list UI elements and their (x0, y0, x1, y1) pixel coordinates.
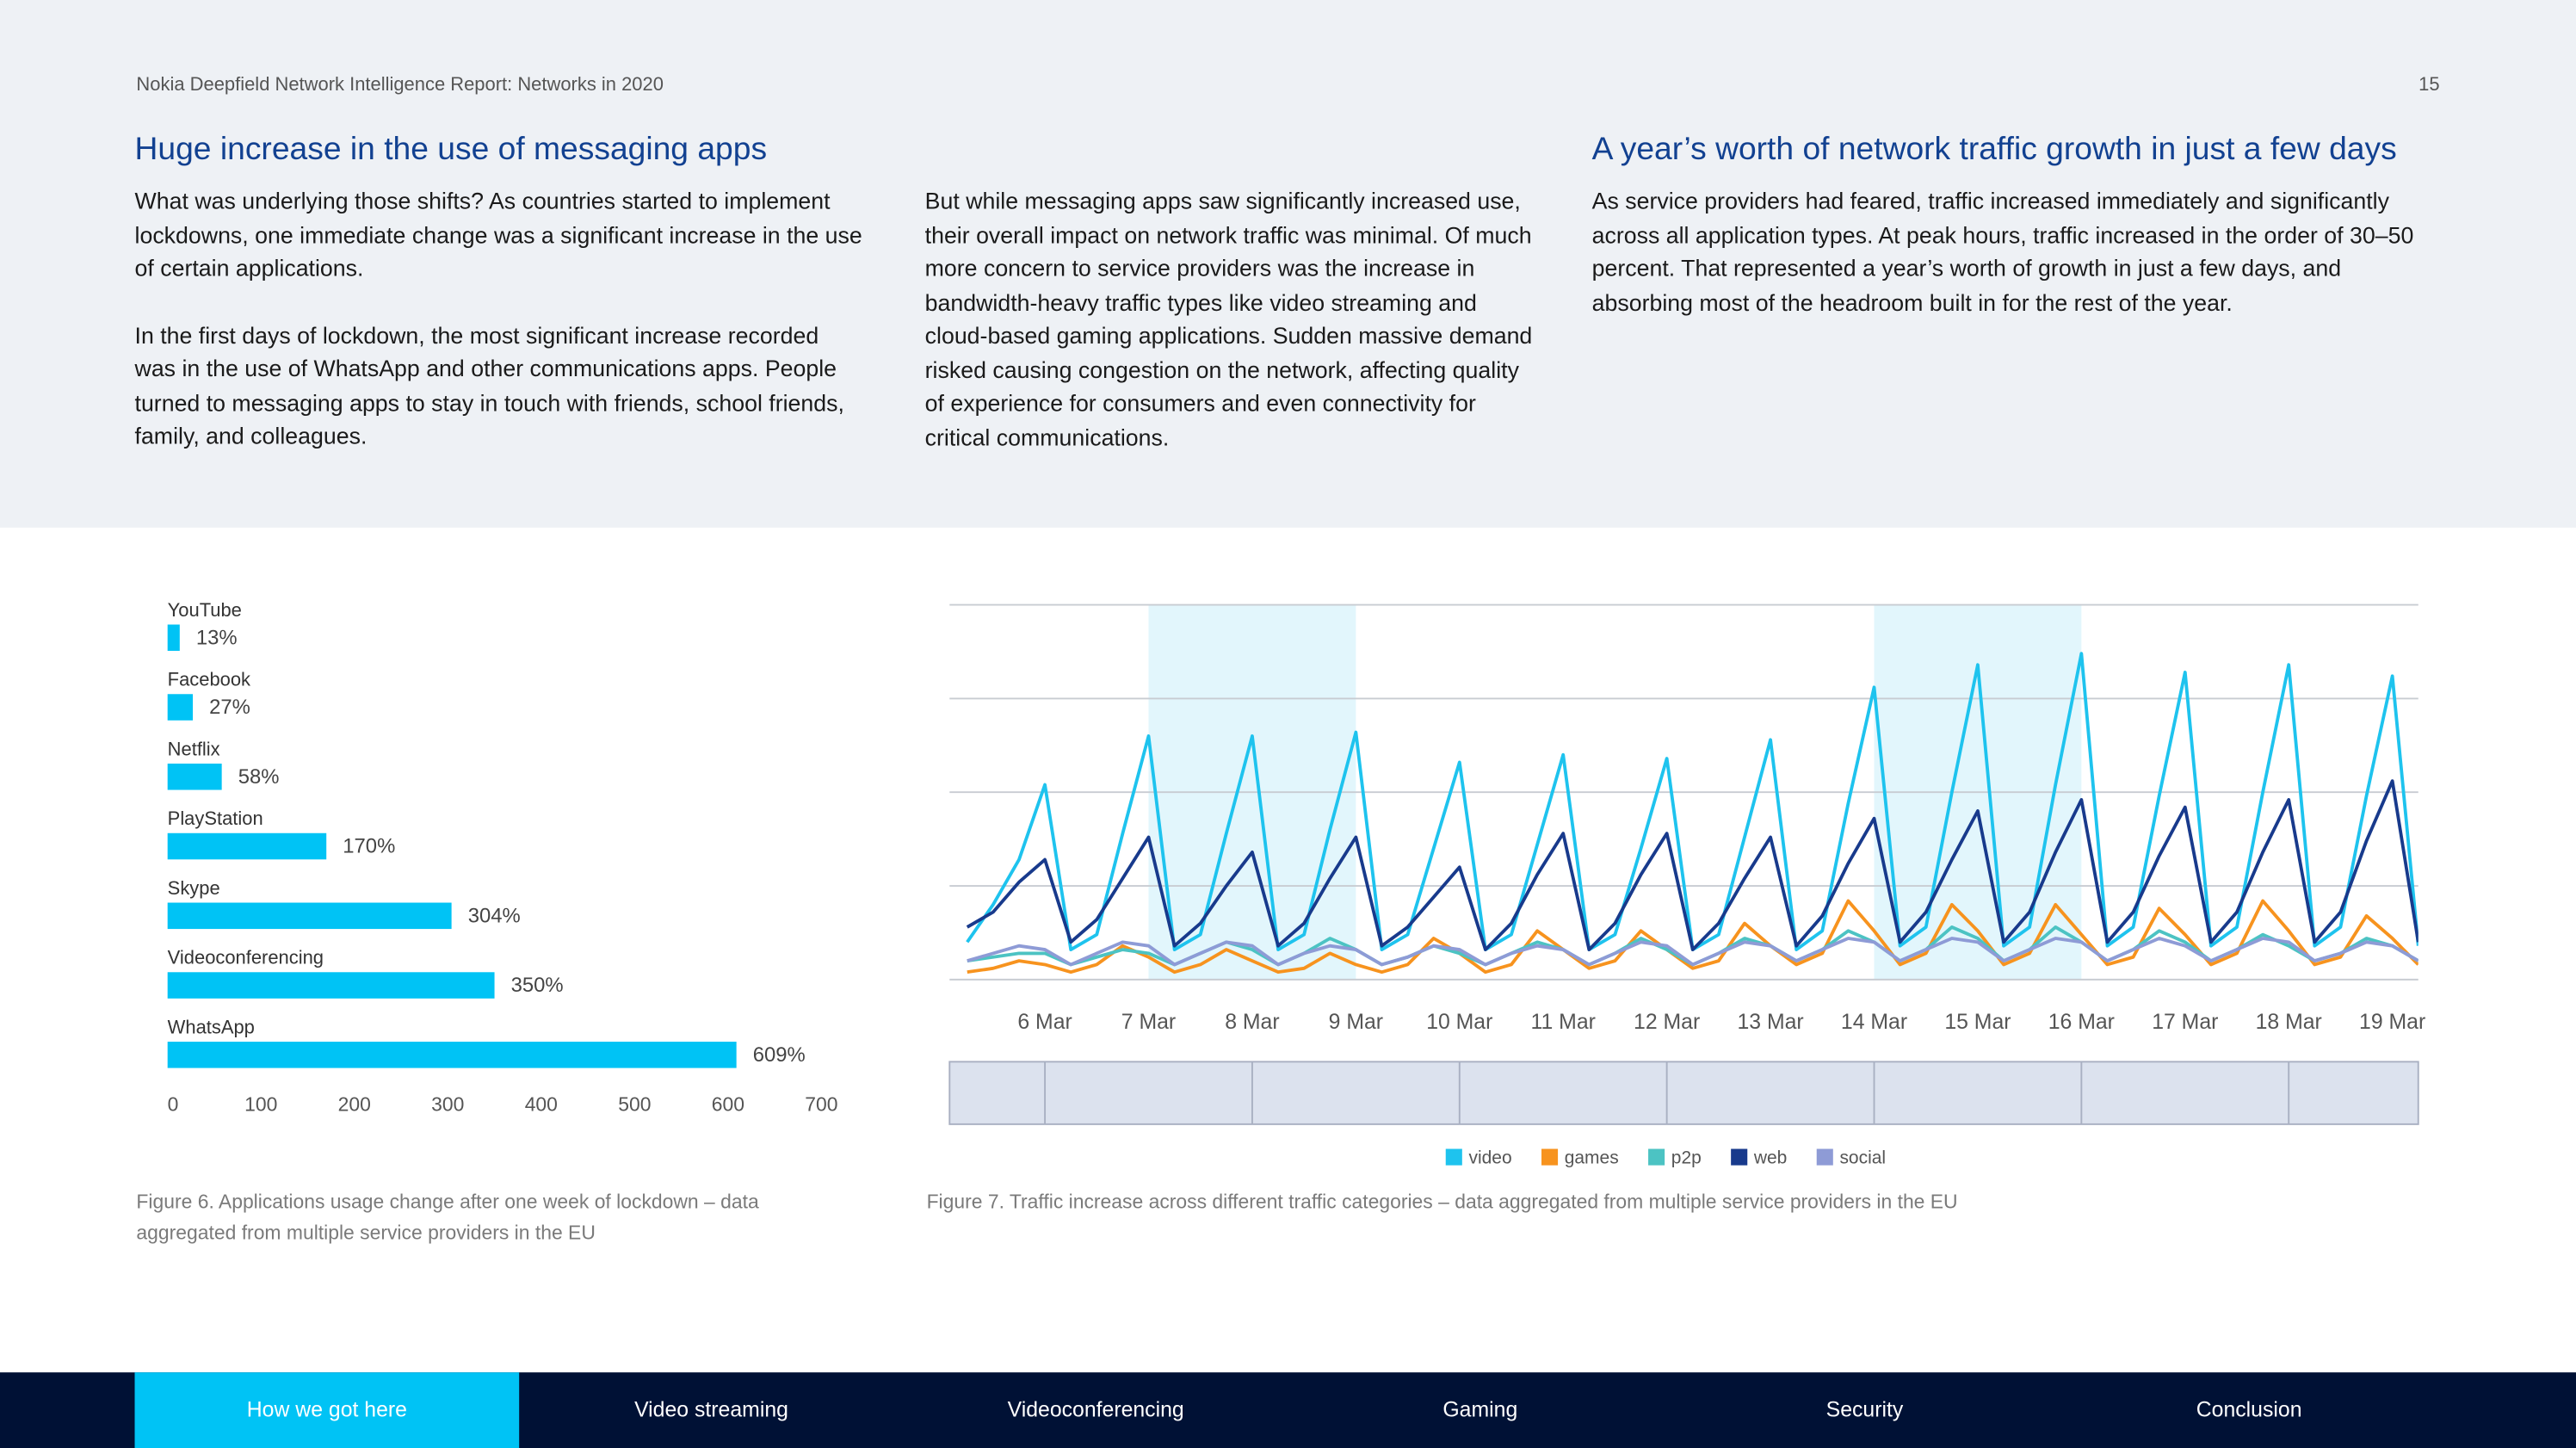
x-tick-label: 700 (805, 1093, 837, 1116)
bar (167, 764, 222, 790)
navigator (948, 1061, 2419, 1125)
x-tick-label: 10 Mar (1426, 1011, 1492, 1034)
x-tick-label: 16 Mar (2048, 1011, 2115, 1034)
page-number: 15 (2418, 75, 2440, 96)
legend-label: web (1753, 1148, 1787, 1168)
category-label: PlayStation (168, 808, 263, 829)
legend-label: social (1839, 1148, 1886, 1168)
nav-item[interactable]: Conclusion (2196, 1396, 2302, 1422)
legend-label: games (1565, 1148, 1619, 1168)
x-tick-label: 18 Mar (2256, 1011, 2322, 1034)
x-tick-label: 13 Mar (1737, 1011, 1803, 1034)
value-label: 609% (753, 1043, 806, 1067)
column: Huge increase in the use of messaging ap… (135, 128, 866, 486)
x-tick-label: 15 Mar (1944, 1011, 2011, 1034)
value-label: 170% (343, 835, 395, 858)
category-label: WhatsApp (168, 1016, 255, 1037)
bar (167, 624, 180, 652)
x-tick-label: 8 Mar (1225, 1011, 1279, 1034)
paragraph: In the first days of lockdown, the most … (134, 321, 844, 449)
value-label: 27% (209, 696, 250, 719)
figure-caption: Figure 7. Traffic increase across differ… (926, 1190, 1958, 1213)
x-tick-label: 6 Mar (1017, 1011, 1072, 1034)
series-line (967, 937, 2418, 967)
x-tick-label: 600 (712, 1093, 744, 1116)
category-label: Skype (168, 877, 220, 899)
legend-label: p2p (1671, 1148, 1702, 1168)
report-title: Nokia Deepfield Network Intelligence Rep… (136, 75, 664, 96)
legend-swatch (1816, 1148, 1833, 1166)
column: But while messaging apps saw significant… (925, 184, 1536, 486)
legend-swatch (1541, 1148, 1559, 1166)
series-line (966, 779, 2418, 951)
x-tick-label: 14 Mar (1841, 1011, 1907, 1034)
paragraph: As service providers had feared, traffic… (1591, 187, 2414, 315)
value-label: 58% (238, 765, 280, 789)
bar (167, 1042, 737, 1068)
value-label: 13% (196, 626, 238, 649)
x-tick-label: 12 Mar (1634, 1011, 1700, 1034)
value-label: 350% (511, 974, 564, 997)
nav-bar: How we got here Video streaming Videoconfe… (0, 1372, 2576, 1448)
charts: YouTube 13% Facebook 27% Netflix 58% PlayStati… (167, 599, 2425, 1168)
x-tick-label: 400 (525, 1093, 558, 1116)
legend-swatch (1731, 1148, 1748, 1166)
legend-swatch (1445, 1148, 1462, 1166)
nav-item[interactable]: How we got here (134, 1372, 520, 1448)
x-tick-label: 300 (431, 1093, 464, 1116)
x-tick-label: 9 Mar (1329, 1011, 1383, 1034)
category-label: Netflix (168, 738, 220, 759)
x-tick-label: 0 (168, 1093, 179, 1116)
category-label: Videoconferencing (168, 947, 324, 968)
heading: A year’s worth of network traffic growth… (1591, 131, 2397, 168)
x-tick-label: 200 (338, 1093, 371, 1116)
plot (966, 652, 2418, 1117)
legend-label: video (1468, 1148, 1511, 1168)
column: A year’s worth of network traffic growth… (1592, 128, 2422, 352)
x-tick-label: 7 Mar (1121, 1011, 1176, 1034)
x-tick-label: 11 Mar (1531, 1011, 1596, 1034)
x-tick-label: 100 (244, 1093, 277, 1116)
nav-item[interactable]: Security (1825, 1396, 1904, 1422)
bar (167, 972, 495, 999)
figure-caption: Figure 6. Applications usage change afte… (136, 1190, 759, 1245)
x-tick-label: 500 (618, 1093, 651, 1116)
value-label: 304% (468, 904, 521, 927)
legend-swatch (1648, 1148, 1665, 1166)
nav-item[interactable]: Video streaming (634, 1396, 788, 1422)
x-tick-label: 19 Mar (2359, 1011, 2425, 1034)
series-line (967, 899, 2418, 975)
category-label: Facebook (168, 669, 250, 690)
paragraph: What was underlying those shifts? As cou… (134, 187, 862, 282)
paragraph: But while messaging apps saw significant… (924, 187, 1533, 450)
bar (167, 694, 194, 721)
nav-item[interactable]: Videoconferencing (1007, 1396, 1184, 1422)
x-tick-label: 17 Mar (2152, 1011, 2218, 1034)
category-label: YouTube (168, 599, 242, 621)
nav-item[interactable]: Gaming (1442, 1396, 1518, 1422)
heading: Huge increase in the use of messaging ap… (134, 131, 768, 168)
intro-band (0, 0, 2576, 528)
bar (167, 902, 452, 930)
bar (167, 832, 327, 860)
